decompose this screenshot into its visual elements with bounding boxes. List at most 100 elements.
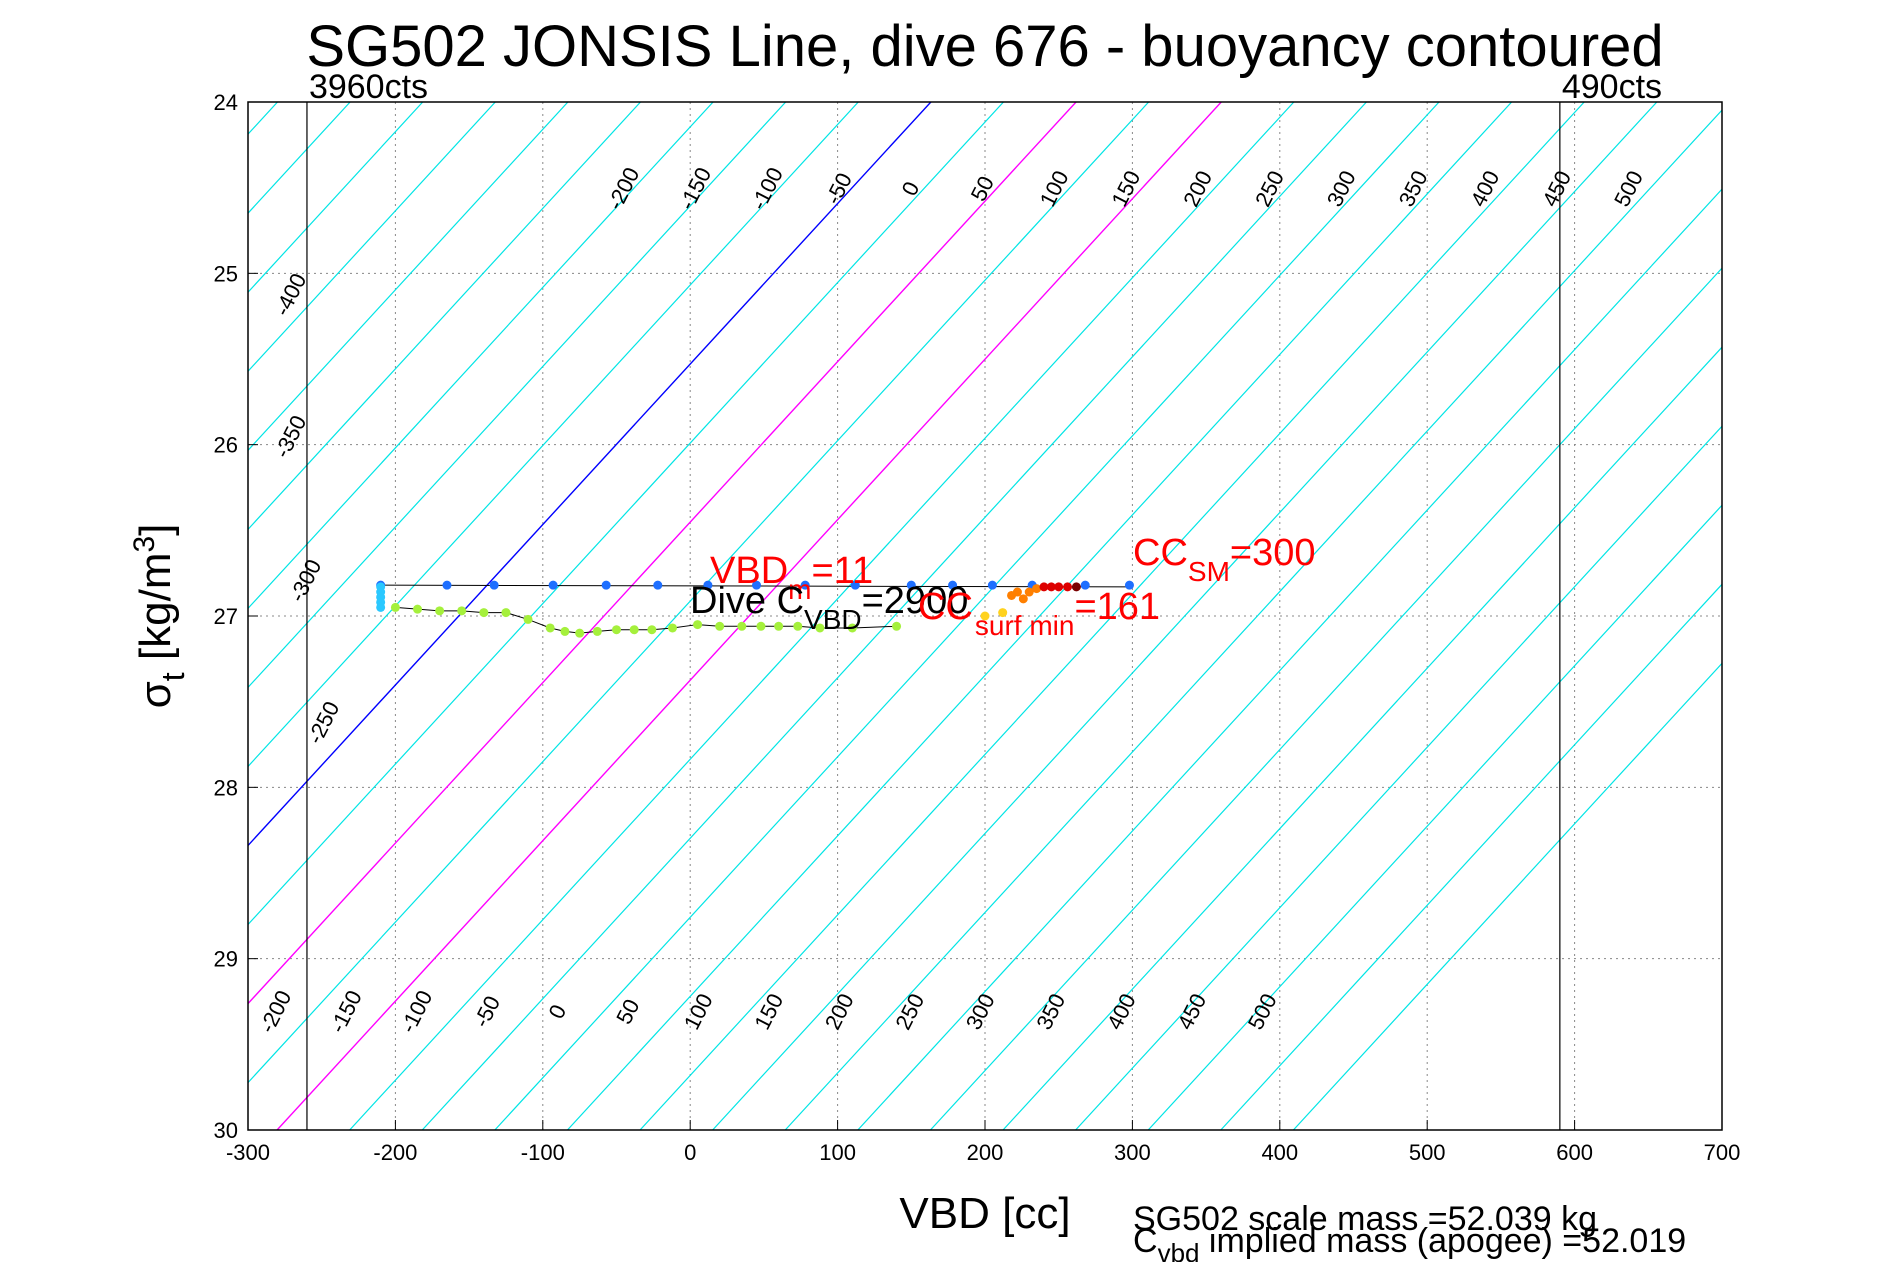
data-point	[1046, 582, 1056, 592]
contour-line	[248, 102, 496, 373]
y-tick-label: 29	[214, 947, 238, 972]
data-point	[774, 621, 784, 631]
y-tick-label: 27	[214, 604, 238, 629]
data-point	[523, 614, 533, 624]
svg-text:VBDm=11: VBDm=11	[710, 550, 873, 605]
data-point	[501, 608, 511, 618]
ann-ccs-rest: =161	[1074, 586, 1160, 628]
annotation-cc-sm: CCSM=300	[1133, 532, 1315, 587]
x-tick-label: 300	[1114, 1140, 1151, 1165]
x-tick-label: 700	[1704, 1140, 1741, 1165]
svg-text:CCSM=300: CCSM=300	[1133, 532, 1315, 587]
data-point	[756, 621, 766, 631]
y-axis-label-unit: [kg/m	[131, 553, 180, 673]
contour-label-top: 150	[1106, 167, 1145, 211]
contour-line	[494, 102, 1440, 1130]
contour-label-top: -150	[674, 163, 716, 214]
contour-line	[639, 102, 1585, 1130]
data-point	[668, 623, 678, 633]
contour-line	[248, 102, 641, 531]
x-tick-label: -200	[373, 1140, 417, 1165]
x-axis-label: VBD [cc]	[899, 1189, 1070, 1238]
x-tick-label: 100	[819, 1140, 856, 1165]
contour-line	[349, 102, 1295, 1130]
contour-label-top: -50	[820, 169, 857, 209]
footer-c: C	[1133, 1222, 1158, 1260]
y-tick-label: 26	[214, 433, 238, 458]
contour-label-bottom: 400	[1102, 990, 1141, 1034]
ann-vbd-sub: m	[788, 574, 811, 605]
data-point	[560, 626, 570, 636]
contour-label-bottom: 150	[749, 990, 788, 1034]
y-tick-label: 24	[214, 90, 238, 115]
data-point	[1039, 582, 1049, 592]
data-point	[800, 580, 810, 590]
contour-label-top: 400	[1465, 167, 1504, 211]
data-point	[601, 580, 611, 590]
svg-text:CCsurf min=161: CCsurf min=161	[918, 586, 1160, 641]
limit-line-label: 3960cts	[309, 68, 428, 106]
contour-line	[248, 102, 1077, 1005]
contour-label-top: -250	[302, 697, 344, 748]
contour-line	[784, 109, 1722, 1130]
contour-line	[566, 102, 1513, 1130]
contour-line	[0, 102, 60, 1130]
contour-line	[248, 102, 1004, 926]
data-point	[906, 580, 916, 590]
data-point	[1124, 580, 1134, 590]
data-point	[715, 621, 725, 631]
x-tick-label: 400	[1261, 1140, 1298, 1165]
y-tick-label: 28	[214, 775, 238, 800]
ann-cc-main: CC	[1133, 532, 1188, 574]
data-point	[850, 580, 860, 590]
contour-label-top: 300	[1322, 167, 1361, 211]
contour-line	[1075, 425, 1722, 1130]
y-axis-label-sup: 3	[128, 536, 161, 553]
ann-dive-main: Dive C	[690, 580, 804, 622]
data-point	[479, 608, 489, 618]
contour-line	[712, 102, 1658, 1130]
contour-label-bottom: 450	[1172, 990, 1211, 1034]
contour-line	[0, 102, 132, 1130]
contour-label-top: -100	[746, 163, 788, 214]
data-series	[376, 580, 1134, 638]
contour-line	[248, 102, 569, 452]
contour-label-top: -200	[602, 163, 644, 214]
ann-cc-rest: =300	[1230, 532, 1316, 574]
contour-line	[248, 102, 714, 610]
data-point	[647, 625, 657, 635]
annotation-vbd-m: VBDm=11	[710, 550, 873, 605]
contour-label-top: 250	[1250, 167, 1289, 211]
data-point	[892, 621, 902, 631]
data-point	[592, 626, 602, 636]
contour-line	[421, 102, 1367, 1130]
x-tick-label: -100	[521, 1140, 565, 1165]
contour-line	[1220, 583, 1722, 1130]
contour-label-bottom: -200	[254, 986, 296, 1037]
contour-label-top: 0	[897, 177, 925, 199]
annotation-dive-cvbd: Dive CVBD=2900	[690, 580, 968, 635]
contour-line	[248, 102, 932, 847]
contour-label-bottom: -50	[468, 992, 505, 1032]
x-tick-label: 600	[1556, 1140, 1593, 1165]
data-point	[737, 621, 747, 631]
data-point	[413, 604, 423, 614]
contour-label-top: -350	[269, 411, 311, 462]
axis-ticks: -300 -200 -100 0 100 200 300 400 500 600 700242526…	[214, 90, 1741, 1165]
data-point	[390, 602, 400, 612]
data-point	[703, 580, 713, 590]
y-axis-label-sub: t	[155, 672, 191, 681]
data-point	[442, 580, 452, 590]
data-point	[489, 580, 499, 590]
contour-label-bottom: 250	[890, 990, 929, 1034]
contour-line	[248, 102, 859, 768]
annotation-cc-surf-min: CCsurf min=161	[918, 586, 1160, 641]
y-tick-label: 25	[214, 261, 238, 286]
data-point	[376, 602, 386, 612]
contour-label-bottom: 500	[1243, 990, 1282, 1034]
data-point	[980, 611, 990, 621]
data-point	[693, 620, 703, 630]
data-point	[948, 580, 958, 590]
data-point	[752, 580, 762, 590]
x-tick-label: 500	[1409, 1140, 1446, 1165]
